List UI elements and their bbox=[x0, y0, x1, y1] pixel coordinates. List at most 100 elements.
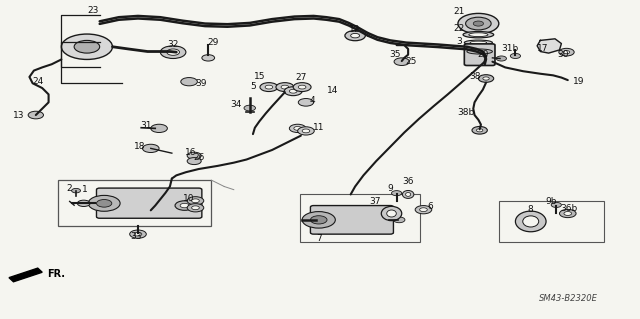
Circle shape bbox=[310, 216, 327, 224]
Text: 29: 29 bbox=[207, 38, 218, 47]
Ellipse shape bbox=[467, 49, 492, 54]
Text: 25: 25 bbox=[405, 57, 417, 66]
Circle shape bbox=[161, 46, 186, 58]
Circle shape bbox=[281, 85, 289, 89]
Text: 18: 18 bbox=[134, 142, 146, 151]
Circle shape bbox=[284, 87, 302, 96]
Circle shape bbox=[302, 211, 335, 228]
Text: 38b: 38b bbox=[457, 108, 474, 117]
Text: 4: 4 bbox=[310, 96, 315, 105]
Circle shape bbox=[293, 83, 311, 92]
Circle shape bbox=[298, 127, 314, 135]
Circle shape bbox=[298, 85, 306, 89]
Circle shape bbox=[61, 34, 113, 59]
Text: SM43-B2320E: SM43-B2320E bbox=[539, 294, 598, 303]
Text: 12: 12 bbox=[349, 25, 361, 34]
Circle shape bbox=[130, 230, 147, 238]
Circle shape bbox=[392, 191, 402, 196]
Ellipse shape bbox=[403, 190, 414, 198]
Text: 9: 9 bbox=[387, 184, 393, 193]
Circle shape bbox=[289, 124, 306, 132]
Circle shape bbox=[77, 200, 90, 206]
Ellipse shape bbox=[387, 210, 396, 217]
Circle shape bbox=[187, 197, 204, 205]
Circle shape bbox=[276, 83, 294, 92]
Circle shape bbox=[191, 206, 199, 210]
Text: 38: 38 bbox=[468, 72, 480, 81]
Circle shape bbox=[74, 41, 100, 53]
Ellipse shape bbox=[381, 206, 402, 221]
Circle shape bbox=[28, 111, 44, 119]
Circle shape bbox=[143, 144, 159, 152]
Text: 24: 24 bbox=[32, 77, 44, 86]
Circle shape bbox=[496, 56, 506, 61]
Circle shape bbox=[420, 208, 428, 211]
Text: 3: 3 bbox=[456, 37, 462, 46]
Circle shape bbox=[466, 17, 491, 30]
Text: 22: 22 bbox=[454, 24, 465, 33]
Text: 32: 32 bbox=[168, 40, 179, 49]
Text: 7: 7 bbox=[316, 234, 321, 243]
FancyBboxPatch shape bbox=[310, 205, 394, 234]
Circle shape bbox=[294, 126, 301, 130]
Text: 35: 35 bbox=[390, 50, 401, 59]
Text: 1: 1 bbox=[82, 185, 88, 194]
Text: 21: 21 bbox=[454, 7, 465, 16]
Text: 8: 8 bbox=[528, 205, 534, 214]
Text: FR.: FR. bbox=[47, 270, 65, 279]
Bar bbox=[300, 195, 420, 242]
Text: 5: 5 bbox=[250, 82, 256, 91]
Circle shape bbox=[564, 211, 572, 215]
Circle shape bbox=[476, 129, 483, 132]
Circle shape bbox=[244, 105, 255, 111]
Circle shape bbox=[289, 89, 297, 93]
Circle shape bbox=[151, 124, 168, 132]
Circle shape bbox=[473, 21, 483, 26]
Circle shape bbox=[351, 33, 360, 38]
Polygon shape bbox=[9, 268, 42, 282]
Text: 39: 39 bbox=[195, 79, 206, 88]
Circle shape bbox=[298, 99, 314, 106]
Circle shape bbox=[88, 196, 120, 211]
Text: 36: 36 bbox=[403, 177, 414, 186]
Ellipse shape bbox=[468, 33, 488, 37]
Text: 23: 23 bbox=[88, 6, 99, 15]
Text: 36b: 36b bbox=[561, 204, 578, 213]
Text: 20: 20 bbox=[477, 49, 488, 59]
Text: 15: 15 bbox=[253, 72, 265, 81]
Text: 34: 34 bbox=[230, 100, 241, 109]
Circle shape bbox=[97, 199, 112, 207]
Circle shape bbox=[551, 202, 561, 207]
Text: 26: 26 bbox=[193, 153, 204, 162]
Circle shape bbox=[563, 50, 570, 54]
Circle shape bbox=[187, 204, 204, 212]
Text: 33: 33 bbox=[131, 232, 142, 241]
Circle shape bbox=[510, 53, 520, 58]
Text: 17: 17 bbox=[536, 44, 548, 54]
Text: 19: 19 bbox=[573, 77, 584, 86]
Circle shape bbox=[394, 217, 405, 223]
Ellipse shape bbox=[523, 216, 539, 227]
Bar bbox=[58, 180, 211, 226]
Text: 13: 13 bbox=[13, 111, 24, 120]
FancyBboxPatch shape bbox=[465, 44, 495, 65]
Circle shape bbox=[260, 83, 278, 92]
Circle shape bbox=[394, 58, 410, 65]
Circle shape bbox=[472, 126, 487, 134]
Text: 9b: 9b bbox=[545, 197, 557, 206]
Circle shape bbox=[72, 189, 81, 193]
Circle shape bbox=[345, 31, 365, 41]
Ellipse shape bbox=[463, 32, 493, 38]
Circle shape bbox=[202, 55, 214, 61]
Circle shape bbox=[180, 203, 189, 208]
Circle shape bbox=[134, 232, 142, 236]
Text: 30: 30 bbox=[557, 50, 568, 59]
Text: 11: 11 bbox=[313, 123, 324, 132]
Circle shape bbox=[458, 13, 499, 34]
Circle shape bbox=[191, 199, 199, 203]
FancyBboxPatch shape bbox=[97, 188, 202, 218]
Text: 14: 14 bbox=[327, 86, 339, 95]
Text: 2: 2 bbox=[67, 184, 72, 193]
Circle shape bbox=[175, 201, 194, 210]
Circle shape bbox=[187, 152, 201, 159]
